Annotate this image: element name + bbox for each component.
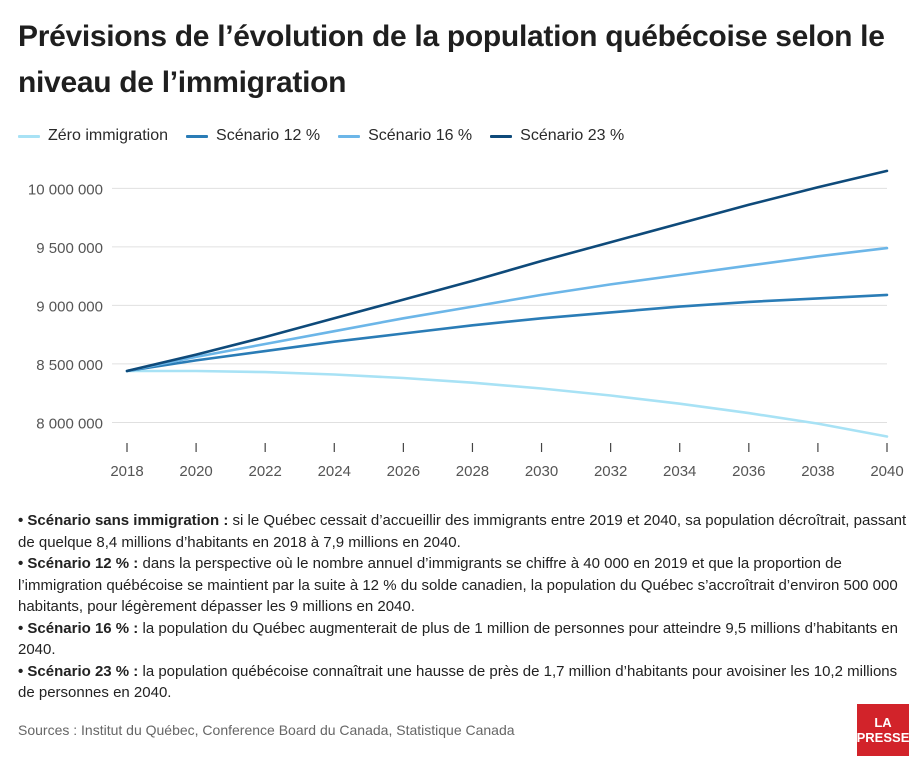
note-s12: • Scénario 12 % : dans la perspective où… [18,553,908,618]
legend-label-s12: Scénario 12 % [216,127,321,144]
x-tick-label: 2028 [456,463,489,480]
series-line-s23 [125,169,889,373]
scenario-notes: • Scénario sans immigration : si le Québ… [18,510,908,704]
x-tick-label: 2032 [594,463,627,480]
series-line-s12 [125,293,889,373]
legend-label-zero: Zéro immigration [48,127,169,144]
note-s12-text: dans la perspective où le nombre annuel … [18,555,898,615]
legend-item-s23: Scénario 23 % [490,127,624,145]
legend-swatch-s12 [186,134,209,138]
y-tick-label: 9 500 000 [36,240,103,257]
logo-line-2: PRESSE [856,730,910,745]
y-tick-label: 10 000 000 [28,181,103,198]
legend-swatch-s23 [490,134,513,138]
x-tick-label: 2036 [732,463,765,480]
legend-swatch-zero [18,134,40,138]
x-tick-label: 2024 [318,463,351,480]
note-s23-text: la population québécoise connaîtrait une… [18,662,898,702]
logo-line-1: LA [874,715,892,730]
y-tick-label: 9 000 000 [36,298,103,315]
x-tick-label: 2038 [801,463,834,480]
note-s16: • Scénario 16 % : la population du Québe… [18,618,908,661]
legend-label-s16: Scénario 16 % [368,127,473,144]
note-zero: • Scénario sans immigration : si le Québ… [18,510,908,553]
note-zero-text: si le Québec cessait d’accueillir des im… [18,512,907,551]
legend-item-zero: Zéro immigration [18,127,168,145]
x-tick-label: 2040 [870,463,903,480]
note-s23-label: • Scénario 23 % : [18,662,139,680]
note-s12-label: • Scénario 12 % : [18,555,139,572]
x-tick-label: 2018 [110,463,143,480]
x-tick-label: 2030 [525,463,558,480]
chart-title: Prévisions de l’évolution de la populati… [18,20,885,99]
x-tick-label: 2020 [179,463,212,480]
la-presse-logo: LA PRESSE [857,704,909,756]
note-s16-label: • Scénario 16 % : [18,619,139,637]
line-chart: 8 000 000 8 500 000 9 000 000 9 500 000 10 0… [28,169,904,480]
chart-legend: Zéro immigration Scénario 12 % Scénario … [18,124,642,148]
note-zero-label: • Scénario sans immigration : [18,512,229,529]
x-tick-label: 2022 [248,463,281,480]
y-tick-label: 8 000 000 [36,415,103,432]
sources-text: Sources : Institut du Québec, Conference… [18,722,515,738]
legend-label-s23: Scénario 23 % [520,127,625,144]
x-tick-label: 2034 [663,463,696,480]
series-line-zero [125,369,889,438]
legend-swatch-s16 [338,134,361,138]
legend-item-s16: Scénario 16 % [338,127,472,145]
x-tick-label: 2026 [387,463,420,480]
series-line-s16 [125,246,889,373]
y-tick-label: 8 500 000 [36,357,103,374]
note-s23: • Scénario 23 % : la population québécoi… [18,661,908,704]
note-s16-text: la population du Québec augmenterait de … [18,619,898,659]
legend-item-s12: Scénario 12 % [186,127,320,145]
